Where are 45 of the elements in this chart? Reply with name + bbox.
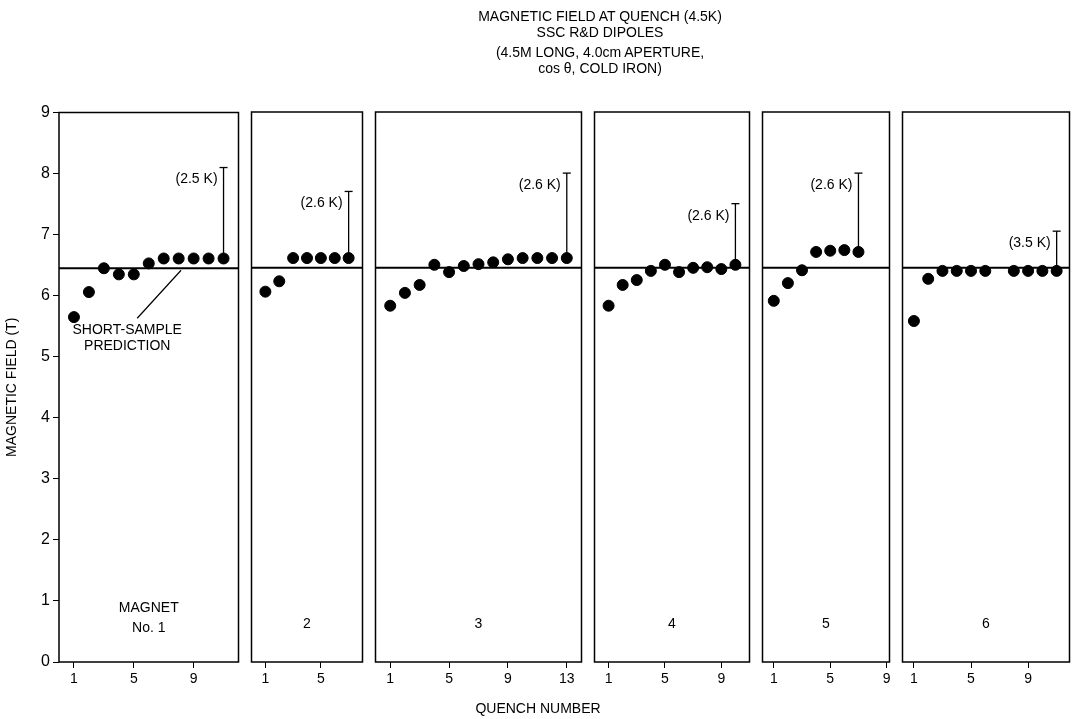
x-tick-label: 9 [1024,670,1033,687]
x-tick-label: 1 [604,670,613,687]
x-tick-label: 5 [661,670,670,687]
annotation: 2 [303,614,312,631]
x-tick-label: 1 [70,670,79,687]
y-tick-label: 4 [41,408,51,426]
annotation: (2.6 K) [300,194,343,211]
annotation: (2.5 K) [175,170,218,187]
x-tick-label: 9 [882,670,891,687]
annotation: 5 [822,614,831,631]
annotation: (2.6 K) [518,175,561,192]
y-tick-label: 5 [41,347,51,365]
ref-line-label: SHORT-SAMPLE PREDICTION [72,321,182,354]
x-tick-label: 5 [316,670,325,687]
y-tick-label: 0 [41,652,51,670]
y-tick-label: 7 [41,225,51,243]
x-tick-label: 1 [261,670,270,687]
annotation: (2.6 K) [810,175,853,192]
annotation: (3.5 K) [1008,234,1051,251]
annotation: 4 [668,614,677,631]
y-tick-label: 3 [41,469,51,487]
y-tick-label: 8 [41,164,51,182]
x-tick-label: 5 [826,670,835,687]
y-tick-label: 9 [41,103,51,121]
y-axis-title: MAGNETIC FIELD (T) [3,317,20,457]
chart-subtitle: (4.5M LONG, 4.0cm APERTURE, cos θ, COLD IRON) [494,44,706,76]
x-tick-label: 9 [504,670,513,687]
chart-title: MAGNETIC FIELD AT QUENCH (4.5K) SSC R&D DIPOLES [477,8,723,40]
annotation: (2.6 K) [687,206,730,223]
x-tick-label: 9 [189,670,198,687]
x-tick-label: 5 [129,670,138,687]
x-tick-label: 1 [386,670,395,687]
y-tick-label: 6 [41,286,51,304]
x-axis-title: QUENCH NUMBER [474,700,602,716]
x-tick-label: 5 [445,670,454,687]
x-tick-label: 9 [717,670,726,687]
x-tick-label: 5 [967,670,976,687]
annotation: 3 [474,614,483,631]
x-tick-label: 13 [559,670,575,687]
y-tick-label: 2 [41,530,51,548]
annotation: 6 [982,614,991,631]
x-tick-label: 1 [769,670,778,687]
x-tick-label: 1 [910,670,919,687]
y-tick-label: 1 [41,591,51,609]
annotation: MAGNET No. 1 [118,598,180,635]
